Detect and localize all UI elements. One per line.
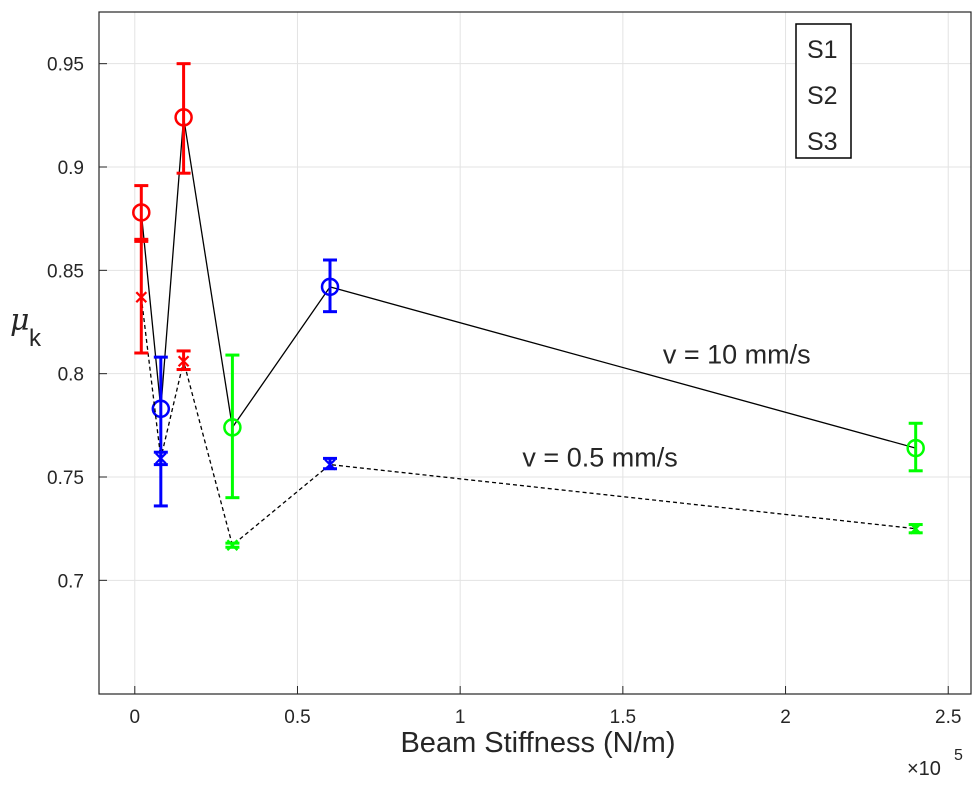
annotation-v0-5: v = 0.5 mm/s [522, 443, 677, 473]
error-bar [134, 184, 149, 241]
legend-box [795, 23, 852, 159]
data-point-circle [174, 108, 193, 127]
error-bar [225, 353, 240, 500]
y-tick-label: 0.8 [58, 365, 84, 386]
data-point-circle [223, 418, 242, 437]
data-point-circle [906, 438, 925, 458]
data-point-circle [151, 399, 171, 419]
data-point-x [324, 458, 336, 471]
data-point-x-stroke [909, 522, 922, 535]
legend-entry-s1: S1 [807, 36, 838, 64]
data-point-x [135, 291, 148, 303]
data-point-circle [320, 277, 340, 297]
x-tick-label: 0 [130, 707, 141, 728]
x-multiplier: ×10 5 [907, 747, 963, 780]
data-point-x [155, 452, 167, 465]
x-multiplier-exponent: 5 [954, 747, 963, 764]
legend-entry-s3: S3 [807, 128, 838, 156]
data-point-x-stroke [135, 291, 148, 303]
annotation-v10: v = 10 mm/s [663, 339, 811, 369]
grid-layer [99, 12, 971, 694]
data-point-circle [132, 203, 151, 222]
x-axis-label: Beam Stiffness (N/m) [400, 727, 675, 759]
y-tick-label: 0.7 [58, 571, 84, 592]
y-axis-label-main: μ [10, 303, 30, 338]
x-tick-label: 1 [455, 707, 466, 728]
y-tick-label: 0.9 [58, 158, 84, 179]
series-line [140, 117, 916, 449]
data-point-x [226, 539, 239, 551]
tick-layer: 0 0.5 1 1.5 2 2.5 0.7 0.75 0.8 0.85 0.9 0.95 [47, 55, 961, 728]
data-point-x [909, 522, 922, 535]
x-tick-label: 2 [780, 707, 791, 728]
x-tick-label: 1.5 [610, 707, 636, 728]
data-point-x-stroke [324, 458, 336, 471]
series-v0-5 [134, 239, 923, 551]
annotation-layer: v = 10 mm/s v = 0.5 mm/s [522, 339, 810, 472]
error-bar [908, 421, 923, 473]
legend: S1 S2 S3 [795, 23, 852, 159]
error-bar [153, 355, 168, 508]
data-point-x [177, 355, 190, 368]
y-axis-label-subscript: k [29, 325, 42, 352]
x-tick-label: 0.5 [284, 707, 310, 728]
legend-entry-s2: S2 [807, 82, 838, 110]
y-axis-label: μ k [10, 303, 42, 352]
series-line [140, 297, 916, 547]
axes-box [98, 11, 972, 695]
data-point-x-stroke [155, 452, 167, 465]
x-multiplier-label: ×10 [907, 758, 941, 780]
y-tick-label: 0.75 [47, 468, 84, 489]
series-layer [132, 62, 925, 551]
data-point-x-stroke [177, 355, 190, 368]
error-bar [176, 62, 191, 175]
y-tick-label: 0.85 [47, 261, 84, 282]
data-point-x-stroke [226, 539, 239, 551]
y-tick-label: 0.95 [47, 55, 84, 76]
x-tick-label: 2.5 [935, 707, 961, 728]
error-bar [323, 258, 338, 314]
series-v10 [132, 62, 925, 508]
